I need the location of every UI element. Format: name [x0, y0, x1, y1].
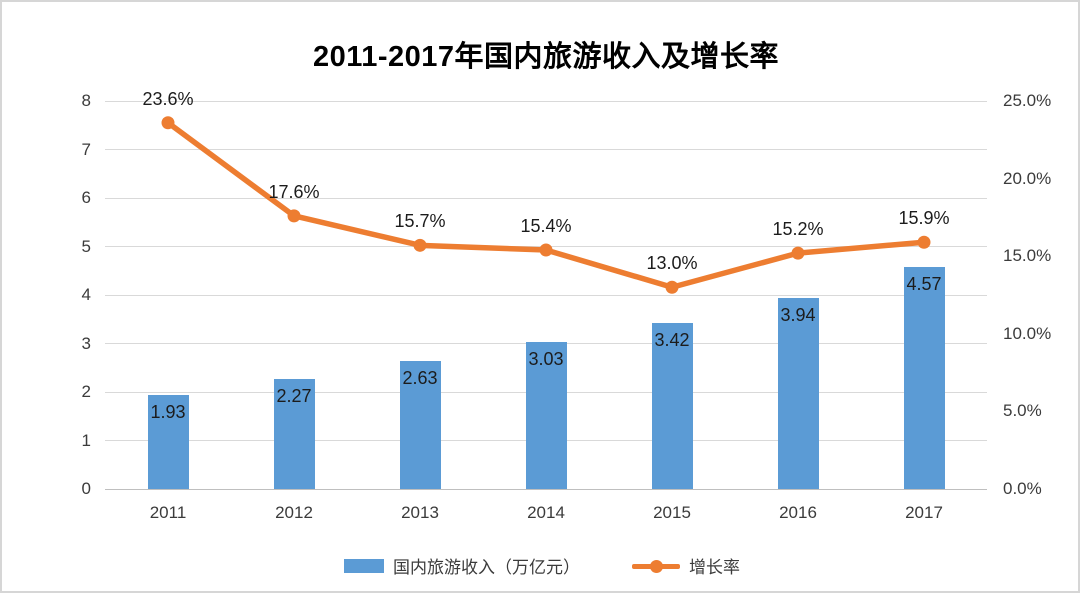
bar-data-label: 3.42	[654, 330, 690, 351]
legend-item-growth: 增长率	[632, 553, 740, 578]
y-axis-left-tick: 4	[81, 285, 91, 304]
y-axis-right-tick: 20.0%	[1003, 168, 1052, 188]
line-series-swatch	[632, 559, 680, 573]
y-axis-right-tick: 15.0%	[1003, 246, 1052, 266]
y-axis-right-tick: 10.0%	[1003, 323, 1052, 343]
x-axis-tick: 2013	[401, 503, 439, 522]
bar	[147, 395, 189, 489]
gridline	[105, 100, 987, 102]
legend-label-growth: 增长率	[689, 558, 740, 577]
legend: 国内旅游收入（万亿元） 增长率	[2, 553, 1078, 578]
y-axis-left-tick: 5	[81, 236, 91, 256]
x-axis-tick: 2017	[905, 503, 943, 522]
bar-data-label: 3.03	[528, 349, 564, 370]
y-axis-left-tick: 0	[81, 479, 91, 498]
line-data-label: 15.9%	[898, 208, 950, 229]
bar-series-swatch	[344, 558, 384, 573]
gridline	[105, 246, 987, 247]
x-axis-tick: 2012	[275, 503, 313, 522]
gridline	[105, 149, 987, 150]
y-axis-left-tick: 7	[81, 139, 91, 159]
y-axis-left-tick: 1	[81, 430, 91, 450]
line-marker	[665, 280, 679, 294]
bar-data-label: 2.27	[276, 385, 312, 406]
bar	[651, 323, 693, 489]
line-data-label: 15.4%	[520, 215, 572, 236]
y-axis-right-tick: 0.0%	[1003, 479, 1042, 498]
line-data-label: 15.7%	[394, 211, 446, 232]
bar	[273, 378, 315, 489]
x-axis-tick: 2016	[779, 503, 817, 522]
x-axis-tick: 2014	[527, 503, 565, 522]
line-data-label: 13.0%	[646, 253, 698, 274]
bar-data-label: 2.63	[402, 368, 438, 389]
y-axis-left-tick: 6	[81, 188, 91, 207]
line-data-label: 17.6%	[268, 181, 320, 202]
bar-data-label: 3.94	[780, 304, 816, 325]
bar-data-label: 1.93	[150, 402, 186, 423]
y-axis-left-tick: 3	[81, 333, 91, 353]
line-marker	[161, 116, 175, 130]
bar	[399, 361, 441, 489]
legend-label-income: 国内旅游收入（万亿元）	[393, 558, 580, 577]
y-axis-left-tick: 2	[81, 382, 91, 401]
bar	[525, 342, 567, 489]
legend-item-income: 国内旅游收入（万亿元）	[344, 553, 580, 578]
y-axis-right-tick: 5.0%	[1003, 401, 1042, 421]
gridline	[105, 197, 987, 199]
gridline	[105, 488, 987, 490]
chart-title: 2011-2017年国内旅游收入及增长率	[312, 41, 780, 73]
bar-data-label: 4.57	[906, 274, 942, 295]
line-data-label: 15.2%	[772, 219, 824, 240]
line-marker	[791, 246, 805, 260]
bar	[777, 297, 819, 489]
bar	[903, 267, 945, 489]
y-axis-left-tick: 8	[81, 91, 91, 110]
x-axis-tick: 2015	[653, 503, 691, 522]
line-marker-dot	[650, 559, 663, 573]
line-data-label: 23.6%	[142, 88, 194, 109]
growth-line	[165, 119, 927, 290]
x-axis-tick: 2011	[149, 503, 187, 522]
gridline	[105, 294, 987, 296]
line-marker	[287, 209, 301, 223]
y-axis-right-tick: 25.0%	[1003, 91, 1052, 110]
